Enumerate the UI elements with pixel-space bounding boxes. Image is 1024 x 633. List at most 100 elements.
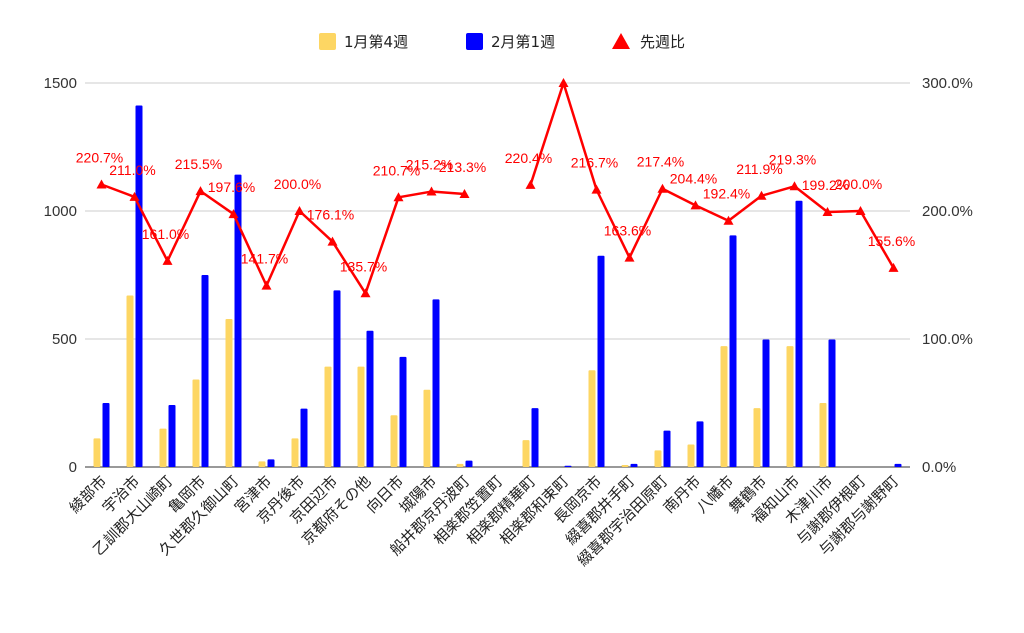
bar-week1 bbox=[531, 408, 539, 467]
ratio-point bbox=[756, 190, 767, 200]
ratio-data-label: 199.2% bbox=[802, 177, 849, 193]
bar-week4 bbox=[819, 403, 827, 467]
ratio-data-label: 215.2% bbox=[406, 157, 453, 173]
bar-week1 bbox=[696, 421, 704, 467]
ratio-point bbox=[327, 236, 338, 246]
ratio-data-label: 220.4% bbox=[505, 150, 552, 166]
ratio-point bbox=[690, 200, 701, 210]
bar-week4 bbox=[753, 408, 761, 467]
ratio-point bbox=[888, 262, 899, 272]
ratio-data-label: 155.6% bbox=[868, 233, 915, 249]
ratio-point bbox=[228, 209, 239, 219]
bar-week1 bbox=[168, 405, 176, 467]
legend-triangle-icon bbox=[612, 33, 630, 49]
bar-week1 bbox=[300, 408, 308, 467]
line-series bbox=[96, 78, 899, 298]
bar-week4 bbox=[423, 389, 431, 467]
data-labels: 220.7%211.0% 161.0% 215.5% 197.6% 141.7% 200.… bbox=[76, 150, 915, 275]
ratio-point bbox=[96, 179, 107, 189]
bar-week4 bbox=[720, 346, 728, 467]
ratio-data-label: 211.9% bbox=[736, 161, 782, 177]
ratio-point bbox=[822, 207, 833, 217]
bar-week1 bbox=[399, 356, 407, 467]
bar-week1 bbox=[102, 403, 110, 467]
ratio-point bbox=[525, 179, 536, 189]
ratio-data-label: 192.4% bbox=[703, 186, 750, 202]
bar-week1 bbox=[333, 290, 341, 467]
ratio-point bbox=[723, 215, 734, 225]
legend-label-ratio: 先週比 bbox=[640, 33, 685, 51]
legend-label-week1: 2月第1週 bbox=[491, 33, 555, 51]
legend-swatch-week4 bbox=[319, 33, 336, 50]
ratio-data-label: 219.3% bbox=[769, 151, 816, 167]
ratio-point bbox=[261, 280, 272, 290]
y-right-tick-label: 100.0% bbox=[922, 331, 973, 348]
ratio-data-label: 216.7% bbox=[571, 155, 618, 171]
legend: 1月第4週 2月第1週 先週比 bbox=[319, 33, 685, 51]
bar-week1 bbox=[201, 275, 209, 467]
ratio-point bbox=[624, 252, 635, 262]
bar-week4 bbox=[522, 440, 530, 467]
ratio-point bbox=[459, 188, 470, 198]
bar-week4 bbox=[687, 444, 695, 467]
y-left-tick-label: 1000 bbox=[44, 203, 77, 220]
ratio-point bbox=[789, 181, 800, 191]
bar-week1 bbox=[267, 459, 275, 467]
y-right-tick-label: 200.0% bbox=[922, 203, 973, 220]
bar-week4 bbox=[159, 428, 167, 467]
bar-week4 bbox=[126, 295, 134, 467]
ratio-point bbox=[393, 192, 404, 202]
ratio-point bbox=[558, 78, 569, 87]
ratio-point bbox=[162, 255, 173, 265]
bar-week1 bbox=[234, 174, 242, 467]
ratio-data-label: 215.5% bbox=[175, 156, 222, 172]
bar-week1 bbox=[366, 330, 374, 467]
bar-week1 bbox=[762, 339, 770, 467]
bar-week4 bbox=[324, 366, 332, 467]
y-right-tick-label: 0.0% bbox=[922, 459, 956, 476]
ratio-data-label: 204.4% bbox=[670, 170, 717, 186]
bar-week4 bbox=[93, 438, 101, 467]
ratio-data-label: 220.7% bbox=[76, 150, 123, 166]
ratio-data-label: 135.7% bbox=[340, 258, 387, 274]
bar-week1 bbox=[663, 430, 671, 467]
ratio-data-label: 161.0% bbox=[142, 226, 189, 242]
y-left-tick-label: 500 bbox=[52, 331, 77, 348]
bar-week1 bbox=[828, 339, 836, 467]
bar-week4 bbox=[390, 415, 398, 467]
ratio-data-label: 213.3% bbox=[439, 159, 486, 175]
bar-week4 bbox=[621, 464, 629, 467]
bar-week4 bbox=[654, 450, 662, 467]
ratio-point bbox=[360, 288, 371, 298]
gridlines bbox=[85, 82, 910, 468]
ratio-data-label: 210.7% bbox=[373, 162, 420, 178]
ratio-point bbox=[426, 186, 437, 196]
y-left-tick-label: 0 bbox=[69, 459, 77, 476]
legend-swatch-week1 bbox=[466, 33, 483, 50]
y-axis-left: 0 500 1000 1500 bbox=[44, 75, 77, 476]
bar-week1 bbox=[729, 235, 737, 467]
bar-week4 bbox=[192, 379, 200, 467]
bar-week1 bbox=[135, 105, 143, 467]
y-axis-right: 0.0% 100.0% 200.0% 300.0% bbox=[922, 75, 973, 476]
ratio-data-label: 176.1% bbox=[307, 207, 354, 223]
ratio-data-label: 211.0% bbox=[109, 162, 155, 178]
ratio-point bbox=[591, 184, 602, 194]
bar-week1 bbox=[795, 200, 803, 467]
bar-week4 bbox=[258, 461, 266, 467]
ratio-data-label: 141.7% bbox=[241, 251, 288, 267]
bar-week4 bbox=[357, 366, 365, 467]
ratio-point bbox=[129, 191, 140, 201]
bar-week1 bbox=[432, 299, 440, 467]
bar-week1 bbox=[894, 463, 902, 467]
ratio-point bbox=[195, 186, 206, 196]
bar-week4 bbox=[456, 463, 464, 467]
bar-week4 bbox=[225, 319, 233, 467]
legend-label-week4: 1月第4週 bbox=[344, 33, 408, 51]
y-right-tick-label: 300.0% bbox=[922, 75, 973, 92]
x-axis: 綾部市宇治市乙訓郡大山崎町亀岡市久世郡久御山町宮津市京丹後市京田辺市京都府その他… bbox=[66, 472, 903, 570]
ratio-data-label: 163.6% bbox=[604, 223, 651, 239]
bar-week1 bbox=[597, 255, 605, 467]
ratio-point bbox=[294, 206, 305, 215]
